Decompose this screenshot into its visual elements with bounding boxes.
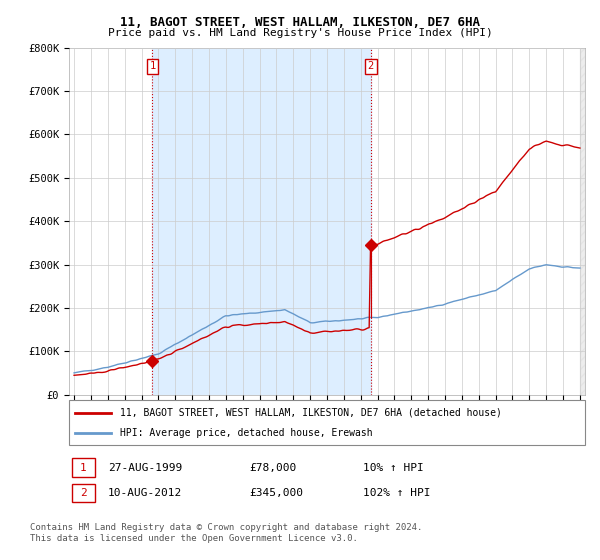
Text: 27-AUG-1999: 27-AUG-1999 xyxy=(108,463,182,473)
Text: 2: 2 xyxy=(368,62,374,72)
Text: £78,000: £78,000 xyxy=(249,463,296,473)
Text: £345,000: £345,000 xyxy=(249,488,303,498)
Text: 11, BAGOT STREET, WEST HALLAM, ILKESTON, DE7 6HA: 11, BAGOT STREET, WEST HALLAM, ILKESTON,… xyxy=(120,16,480,29)
Text: 1: 1 xyxy=(149,62,155,72)
Text: Price paid vs. HM Land Registry's House Price Index (HPI): Price paid vs. HM Land Registry's House … xyxy=(107,28,493,38)
Text: 10% ↑ HPI: 10% ↑ HPI xyxy=(363,463,424,473)
Text: 2: 2 xyxy=(80,488,87,498)
Text: Contains HM Land Registry data © Crown copyright and database right 2024.: Contains HM Land Registry data © Crown c… xyxy=(30,523,422,532)
Text: HPI: Average price, detached house, Erewash: HPI: Average price, detached house, Erew… xyxy=(120,428,373,438)
Text: 11, BAGOT STREET, WEST HALLAM, ILKESTON, DE7 6HA (detached house): 11, BAGOT STREET, WEST HALLAM, ILKESTON,… xyxy=(120,408,502,418)
Text: 102% ↑ HPI: 102% ↑ HPI xyxy=(363,488,431,498)
Bar xyxy=(152,48,371,395)
Text: 10-AUG-2012: 10-AUG-2012 xyxy=(108,488,182,498)
Text: This data is licensed under the Open Government Licence v3.0.: This data is licensed under the Open Gov… xyxy=(30,534,358,543)
Text: 1: 1 xyxy=(80,463,87,473)
Bar xyxy=(580,48,585,395)
